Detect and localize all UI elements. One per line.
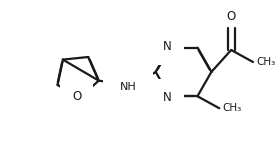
Text: CH₃: CH₃: [256, 57, 275, 67]
Text: NH: NH: [120, 82, 136, 92]
Text: O: O: [72, 90, 81, 103]
Text: N: N: [163, 91, 172, 104]
Text: N: N: [163, 40, 172, 53]
Text: CH₃: CH₃: [222, 103, 241, 113]
Text: O: O: [227, 10, 236, 23]
